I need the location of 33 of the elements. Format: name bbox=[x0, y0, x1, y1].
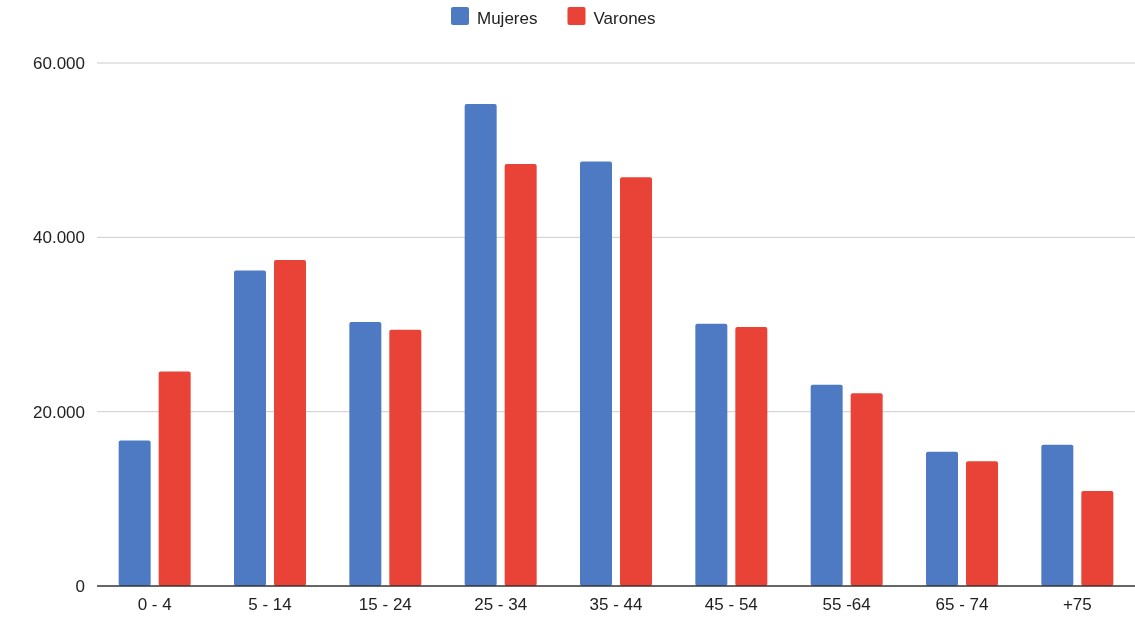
bar bbox=[118, 440, 151, 586]
bar bbox=[620, 177, 652, 586]
bar bbox=[1041, 444, 1074, 586]
x-tick-label: 55 -64 bbox=[822, 595, 871, 614]
x-tick-label: 25 - 34 bbox=[474, 595, 528, 614]
x-tick-label: 0 - 4 bbox=[137, 595, 172, 614]
x-tick-label: 45 - 54 bbox=[704, 595, 758, 614]
bar bbox=[735, 327, 768, 586]
bar bbox=[274, 260, 306, 586]
x-tick-label: 15 - 24 bbox=[358, 595, 412, 614]
bar bbox=[389, 329, 422, 586]
x-tick-label: 5 - 14 bbox=[248, 595, 292, 614]
legend-label: Mujeres bbox=[477, 8, 538, 28]
legend-label: Varones bbox=[593, 8, 656, 28]
x-tick-label: +75 bbox=[1062, 595, 1092, 614]
y-tick-label: 40.000 bbox=[33, 228, 85, 248]
y-tick-label: 0 bbox=[75, 576, 85, 596]
bar bbox=[158, 371, 191, 586]
bar bbox=[234, 270, 266, 586]
x-tick-label: 65 - 74 bbox=[935, 595, 989, 614]
bar bbox=[349, 321, 382, 586]
x-tick-label: 35 - 44 bbox=[589, 595, 643, 614]
bar bbox=[926, 451, 958, 586]
y-tick-label: 60.000 bbox=[33, 53, 85, 73]
bar bbox=[504, 164, 537, 586]
bar bbox=[966, 461, 998, 586]
bar bbox=[810, 384, 843, 586]
bar bbox=[695, 323, 728, 586]
bar bbox=[1081, 490, 1114, 586]
bar bbox=[850, 393, 883, 586]
bar bbox=[464, 103, 497, 586]
bar bbox=[580, 161, 612, 586]
y-tick-label: 20.000 bbox=[33, 402, 85, 422]
